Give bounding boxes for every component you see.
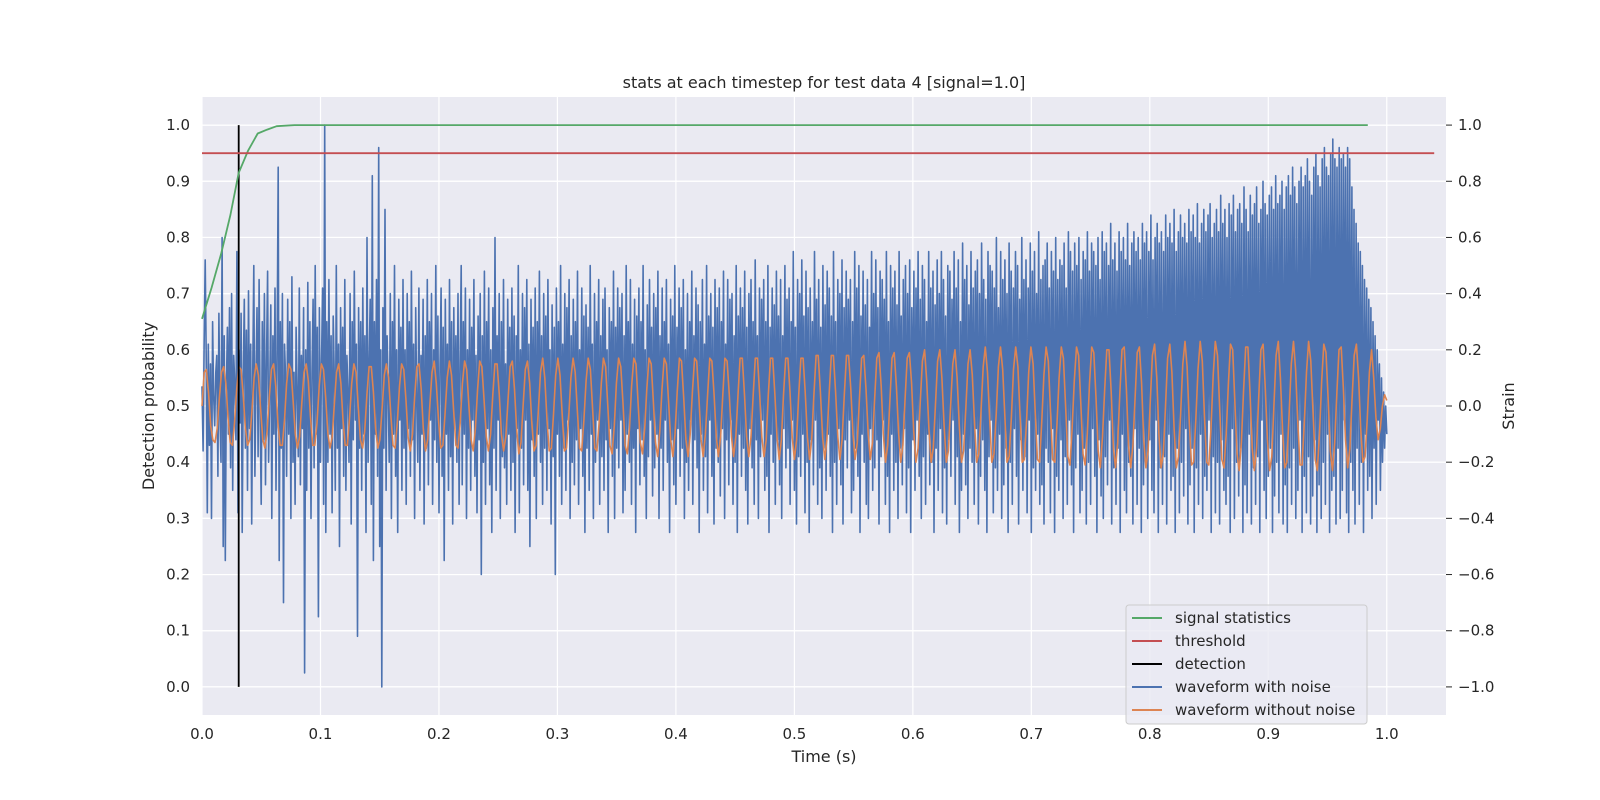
y-left-tick-label: 0.9	[166, 172, 190, 190]
x-tick-label: 0.3	[545, 725, 569, 743]
legend: signal statistics threshold detection wa…	[1125, 604, 1368, 725]
y-left-tick-label: 0.6	[166, 341, 190, 359]
y-left-tick-label: 0.2	[166, 566, 190, 584]
legend-label: threshold	[1175, 632, 1246, 650]
legend-label: detection	[1175, 655, 1246, 673]
y-right-tick-label: −0.2	[1458, 453, 1494, 471]
legend-item-waveform-with-noise: waveform with noise	[1132, 678, 1331, 696]
y-right-tick-label: 0.4	[1458, 285, 1482, 303]
y-right-tick-label: 0.6	[1458, 228, 1482, 246]
y-right-axis-label: Strain	[1499, 382, 1518, 429]
x-tick-label: 0.2	[427, 725, 451, 743]
x-tick-label: 0.6	[901, 725, 925, 743]
legend-label: waveform without noise	[1175, 701, 1355, 719]
x-tick-label: 0.9	[1256, 725, 1280, 743]
legend-item-signal-statistics: signal statistics	[1132, 609, 1291, 627]
y-left-tick-label: 0.7	[166, 285, 190, 303]
legend-box	[1125, 604, 1368, 725]
legend-label: waveform with noise	[1175, 678, 1331, 696]
x-axis-ticks: 0.0 0.1 0.2 0.3 0.4 0.5 0.6 0.7 0.8 0.9 1.0	[190, 725, 1399, 743]
legend-item-waveform-without-noise: waveform without noise	[1132, 701, 1355, 719]
y-right-tick-label: −0.8	[1458, 622, 1494, 640]
x-tick-label: 0.5	[782, 725, 806, 743]
x-tick-label: 0.0	[190, 725, 214, 743]
y-left-axis-label: Detection probability	[139, 322, 158, 490]
y-right-tick-label: −0.6	[1458, 566, 1494, 584]
y-left-tick-label: 0.1	[166, 622, 190, 640]
y-right-tick-label: −0.4	[1458, 509, 1494, 527]
legend-item-detection: detection	[1132, 655, 1246, 673]
y-right-tick-label: 0.2	[1458, 341, 1482, 359]
legend-item-threshold: threshold	[1132, 632, 1246, 650]
x-tick-label: 0.4	[664, 725, 688, 743]
y-left-axis-ticks: 0.0 0.1 0.2 0.3 0.4 0.5 0.6 0.7 0.8 0.9 1.0	[166, 116, 190, 696]
y-left-tick-label: 0.4	[166, 453, 190, 471]
y-left-tick-label: 0.5	[166, 397, 190, 415]
series-line-waveform-without-noise	[201, 340, 1388, 472]
x-axis-label: Time (s)	[790, 747, 856, 766]
y-right-tick-label: 0.0	[1458, 397, 1482, 415]
x-tick-label: 0.7	[1019, 725, 1043, 743]
legend-label: signal statistics	[1175, 609, 1291, 627]
y-right-tick-label: 1.0	[1458, 116, 1482, 134]
series-line-signal-statistics	[201, 124, 1368, 320]
y-left-tick-label: 0.3	[166, 509, 190, 527]
chart-title: stats at each timestep for test data 4 […	[623, 73, 1026, 92]
y-left-tick-label: 0.0	[166, 678, 190, 696]
x-tick-label: 1.0	[1375, 725, 1399, 743]
x-tick-label: 0.1	[309, 725, 333, 743]
y-right-axis-ticks: −1.0 −0.8 −0.6 −0.4 −0.2 0.0 0.2 0.4 0.6 0.8 1.0	[1446, 116, 1494, 696]
series-layer	[201, 124, 1435, 688]
x-tick-label: 0.8	[1138, 725, 1162, 743]
y-left-tick-label: 0.8	[166, 228, 190, 246]
y-right-tick-label: 0.8	[1458, 172, 1482, 190]
y-right-tick-label: −1.0	[1458, 678, 1494, 696]
y-left-tick-label: 1.0	[166, 116, 190, 134]
